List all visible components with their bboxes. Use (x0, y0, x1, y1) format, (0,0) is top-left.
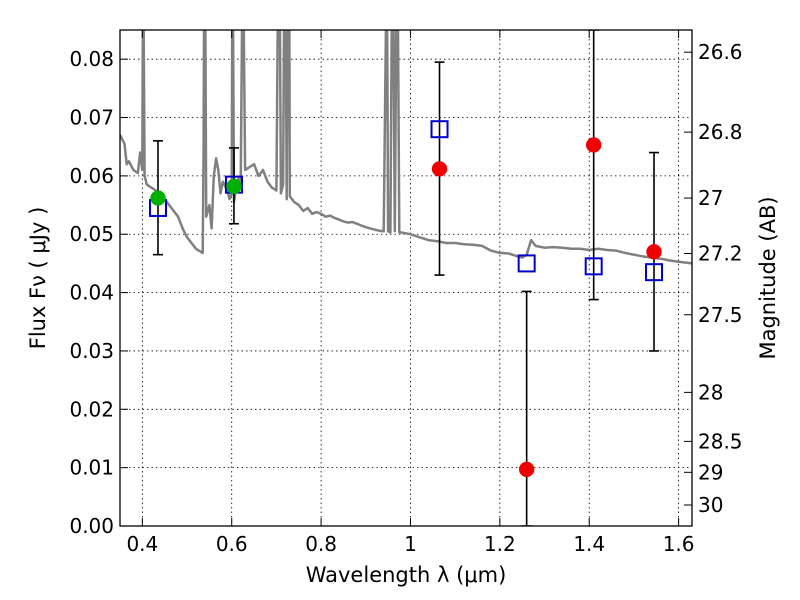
right-y-tick-label: 27.2 (698, 241, 743, 265)
x-tick-label: 0.6 (216, 532, 248, 556)
data-point (585, 137, 602, 153)
right-y-tick-label: 29 (698, 460, 723, 484)
square-marker (645, 263, 664, 282)
x-tick-label: 1.4 (573, 532, 605, 556)
y-tick-label: 0.02 (69, 397, 114, 421)
data-point (518, 461, 535, 478)
square-markers (148, 120, 664, 282)
x-tick-label: 0.4 (126, 532, 158, 556)
right-y-tick-label: 26.6 (698, 40, 743, 64)
right-y-axis-label: Magnitude (AB) (756, 196, 780, 359)
error-bars (152, 30, 660, 526)
y-tick-label: 0.00 (69, 514, 114, 538)
x-tick-labels: 0.4 0.6 0.8 1 1.2 1.4 1.6 (126, 532, 694, 556)
data-point (646, 243, 662, 260)
square-marker (517, 254, 536, 273)
right-y-tick-label: 30 (698, 493, 723, 517)
data-point (431, 161, 448, 177)
model-spectrum-line (120, 30, 692, 265)
right-y-tick-label: 26.8 (698, 120, 743, 144)
y-tick-label: 0.06 (69, 164, 114, 188)
y-tick-label: 0.08 (69, 47, 114, 71)
square-marker (584, 257, 603, 276)
right-y-tick-label: 27.5 (698, 303, 743, 327)
y-axis-label: Flux Fν ( μJy ) (26, 207, 50, 350)
axis-ticks (120, 30, 692, 527)
x-axis-label: Wavelength λ (μm) (306, 563, 507, 587)
data-point (150, 190, 166, 206)
right-y-tick-labels: 26.6 26.8 27 27.2 27.5 28 28.5 29 30 (698, 40, 743, 517)
x-tick-label: 1.2 (484, 532, 516, 556)
y-tick-label: 0.03 (69, 339, 114, 363)
x-tick-label: 1.6 (663, 532, 695, 556)
right-y-tick-label: 28.5 (698, 429, 743, 453)
y-tick-label: 0.05 (69, 222, 114, 246)
right-y-tick-label: 27 (698, 186, 723, 210)
square-marker (430, 120, 449, 139)
data-point (226, 178, 242, 195)
x-tick-label: 0.8 (305, 532, 337, 556)
y-tick-label: 0.01 (69, 456, 114, 480)
y-tick-labels: 0.00 0.01 0.02 0.03 0.04 0.05 0.06 0.07 0.08 (69, 47, 114, 538)
circle-markers (150, 137, 662, 478)
x-tick-label: 1 (404, 532, 417, 556)
model-spectrum (120, 30, 692, 265)
y-tick-label: 0.07 (69, 106, 114, 130)
y-tick-label: 0.04 (69, 281, 114, 305)
plot-frame (119, 29, 693, 527)
right-y-tick-label: 28 (698, 380, 723, 404)
